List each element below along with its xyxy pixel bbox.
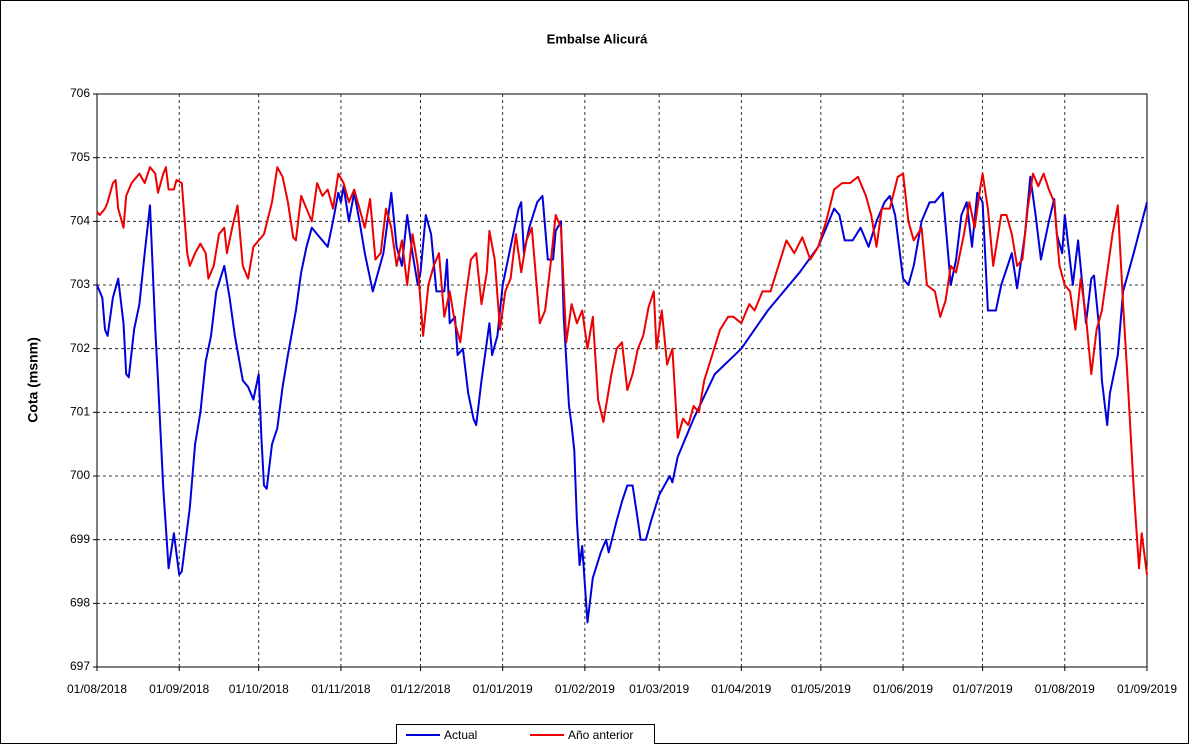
x-tick-label: 01/06/2019 [873, 682, 933, 696]
y-tick-label: 705 [70, 150, 90, 164]
plot-area [97, 94, 1147, 667]
y-tick-label: 699 [70, 532, 90, 546]
x-tick-label: 01/08/2019 [1035, 682, 1095, 696]
x-tick-label: 01/12/2018 [390, 682, 450, 696]
y-tick-label: 701 [70, 405, 90, 419]
x-tick-label: 01/09/2018 [149, 682, 209, 696]
chart-title: Embalse Alicurá [547, 31, 648, 46]
x-tick-label: 01/10/2018 [229, 682, 289, 696]
y-tick-label: 702 [70, 341, 90, 355]
legend-label: Actual [444, 728, 477, 742]
legend-box [396, 724, 655, 744]
x-tick-label: 01/02/2019 [555, 682, 615, 696]
x-tick-label: 01/08/2018 [67, 682, 127, 696]
x-tick-label: 01/07/2019 [953, 682, 1013, 696]
x-tick-label: 01/03/2019 [629, 682, 689, 696]
x-tick-label: 01/09/2019 [1117, 682, 1177, 696]
x-tick-label: 01/11/2018 [311, 682, 370, 696]
y-tick-label: 697 [70, 659, 90, 673]
y-axis-label: Cota (msnm) [25, 337, 41, 423]
x-tick-label: 01/05/2019 [791, 682, 851, 696]
legend-label: Año anterior [568, 728, 633, 742]
y-tick-label: 698 [70, 596, 90, 610]
y-tick-label: 700 [70, 468, 90, 482]
y-tick-label: 704 [70, 214, 90, 228]
line [96, 166, 1148, 575]
line [96, 175, 1148, 624]
x-tick-label: 01/01/2019 [473, 682, 533, 696]
y-tick-label: 703 [70, 277, 90, 291]
x-tick-label: 01/04/2019 [711, 682, 771, 696]
plot-border [96, 93, 1148, 668]
y-tick-label: 706 [70, 86, 90, 100]
